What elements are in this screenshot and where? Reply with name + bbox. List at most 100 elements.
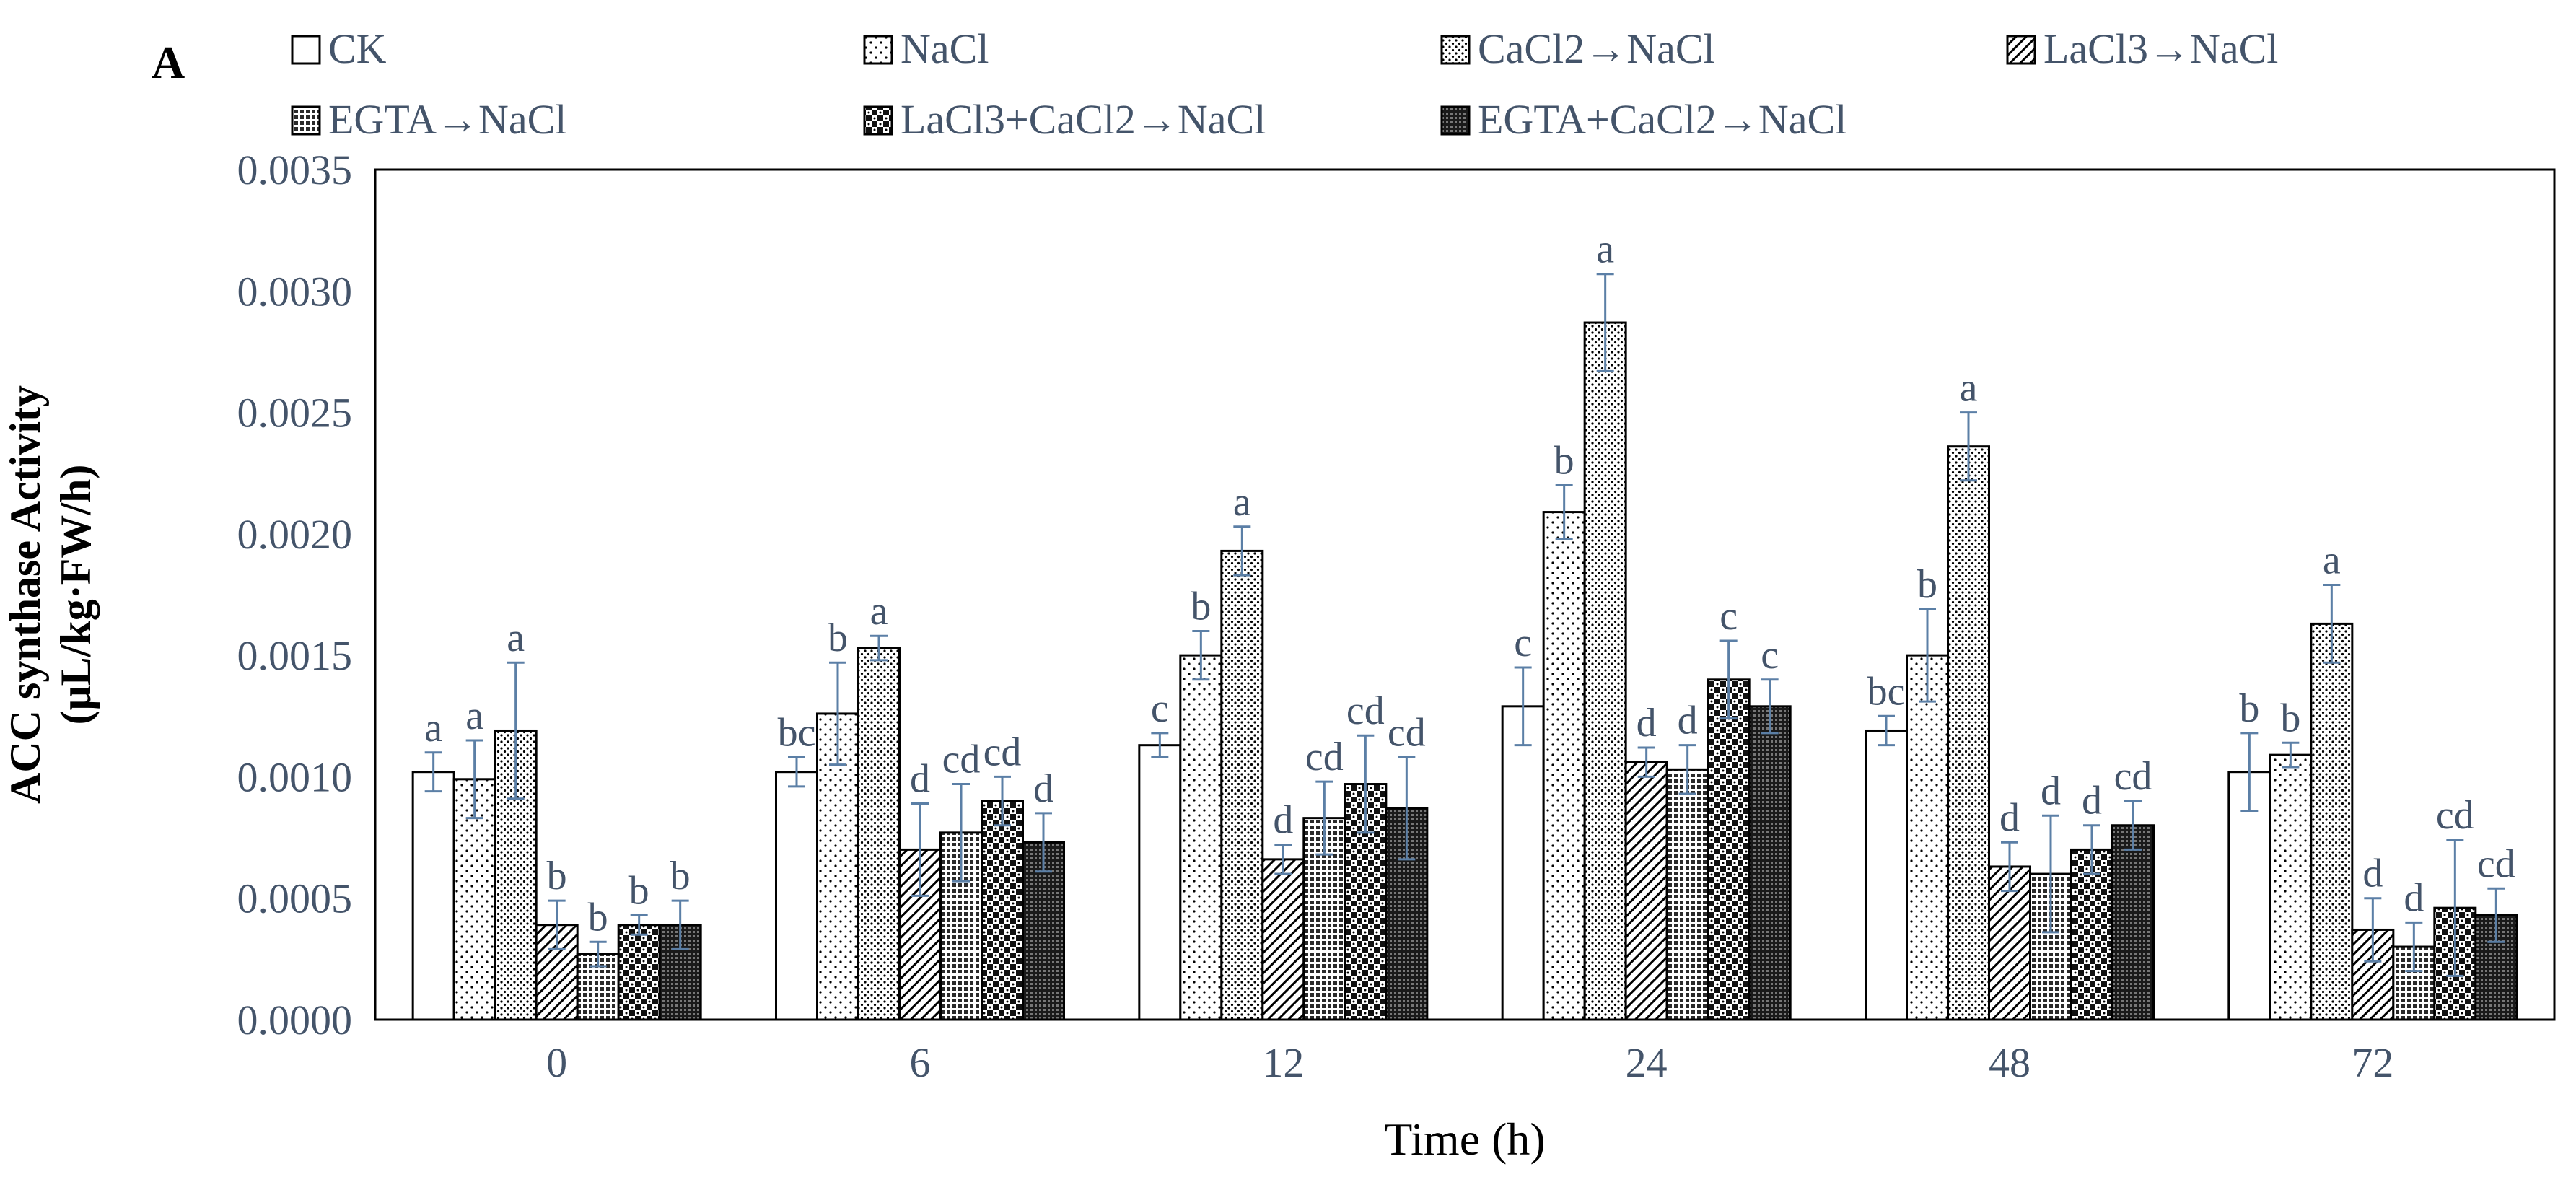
error-bar <box>1233 525 1251 577</box>
error-bar <box>1398 756 1416 861</box>
significance-label: cd <box>2436 793 2474 838</box>
y-tick-label: 0.0000 <box>237 997 353 1043</box>
error-bar <box>2446 839 2464 977</box>
legend-item: CK <box>291 25 387 72</box>
significance-label: a <box>424 706 442 750</box>
significance-label: b <box>588 895 608 940</box>
bar-1-t24 <box>1501 705 1545 1021</box>
y-axis-unit: (μL/kg·FW/h) <box>52 465 100 725</box>
bar-2-t0 <box>452 778 496 1021</box>
y-tick-label: 0.0030 <box>237 268 353 315</box>
error-bar <box>1555 484 1573 540</box>
bar-7-t48 <box>2111 824 2155 1021</box>
significance-label: cd <box>1388 711 1426 756</box>
error-bar <box>870 634 888 662</box>
x-tick-label: 24 <box>1626 1039 1668 1086</box>
significance-label: b <box>1191 584 1211 629</box>
error-bar <box>1878 714 1895 747</box>
significance-label: c <box>1514 621 1532 665</box>
legend-swatch <box>291 105 321 136</box>
legend-swatch <box>1440 105 1471 136</box>
y-axis-title: ACC synthase Activity <box>1 385 49 804</box>
error-bar <box>1514 666 1532 747</box>
significance-label: b <box>2239 686 2259 731</box>
panel-label: A <box>152 37 185 88</box>
significance-label: b <box>828 616 848 660</box>
bar-3-t72 <box>2310 622 2354 1021</box>
bar-1-t0 <box>411 771 455 1021</box>
legend-item: CaCl2→NaCl <box>1440 25 1715 72</box>
significance-label: d <box>1033 766 1053 811</box>
error-bar <box>1678 744 1696 795</box>
error-bar <box>2282 741 2300 769</box>
error-bar <box>952 783 970 883</box>
error-bar <box>1960 411 1977 482</box>
error-bar <box>911 802 929 897</box>
legend-label: CaCl2→NaCl <box>1478 25 1715 72</box>
error-bar <box>2405 921 2423 973</box>
error-bar <box>994 775 1011 827</box>
bar-1-t48 <box>1865 729 1908 1021</box>
x-tick-label: 12 <box>1262 1039 1304 1086</box>
legend-item: LaCl3+CaCl2→NaCl <box>863 96 1266 143</box>
error-bar <box>2487 887 2505 943</box>
significance-label: a <box>507 616 525 660</box>
significance-label: b <box>547 854 567 898</box>
legend-label: CK <box>328 25 387 72</box>
error-bar <box>465 739 483 820</box>
plot-frame <box>374 168 2556 1021</box>
error-bar <box>424 751 442 793</box>
significance-label: bc <box>778 711 816 756</box>
y-tick-label: 0.0020 <box>237 511 353 558</box>
error-bar <box>1274 844 1292 875</box>
plot-area: 0.0000 0.0005 0.0010 0.0015 0.0020 0.0025 0.00… <box>1 146 2556 1165</box>
bar-3-t48 <box>1947 445 1990 1021</box>
x-tick-label: 0 <box>546 1039 567 1086</box>
significance-label: b <box>670 854 691 898</box>
significance-label: cd <box>2477 841 2515 886</box>
x-tick-label: 48 <box>1989 1039 2030 1086</box>
legend: CK NaCl CaCl2→NaCl LaCl3→NaCl EGTA→NaCl LaCl3… <box>291 25 2278 143</box>
x-axis-title: Time (h) <box>1384 1113 1545 1165</box>
error-bar <box>2323 584 2341 664</box>
legend-swatch <box>291 35 321 65</box>
error-bar <box>1596 273 1614 372</box>
error-bar <box>1315 780 1333 856</box>
significance-label: bc <box>1867 669 1906 714</box>
significance-label: c <box>1151 686 1169 731</box>
legend-swatch <box>863 105 893 136</box>
error-bar <box>630 914 648 936</box>
significance-label: b <box>629 868 649 913</box>
bar-3-t12 <box>1220 549 1264 1021</box>
legend-swatch <box>2006 35 2036 65</box>
y-tick-label: 0.0015 <box>237 632 353 679</box>
y-tick-label: 0.0005 <box>237 875 353 922</box>
significance-label: d <box>1678 699 1698 743</box>
bar-4-t24 <box>1624 761 1668 1021</box>
y-tick-label: 0.0035 <box>237 146 353 193</box>
significance-label: d <box>1637 701 1657 745</box>
error-bar <box>589 940 607 968</box>
bar-4-t12 <box>1261 858 1305 1021</box>
legend-item: EGTA+CaCl2→NaCl <box>1440 96 1846 143</box>
significance-label: d <box>2082 779 2102 823</box>
legend-label: EGTA+CaCl2→NaCl <box>1478 96 1846 143</box>
error-bar <box>507 661 525 800</box>
error-bar <box>2001 841 2018 893</box>
legend-label: NaCl <box>901 25 989 72</box>
significance-label: b <box>2280 696 2300 740</box>
significance-label: a <box>1960 366 1978 411</box>
bar-2-t24 <box>1542 511 1586 1021</box>
significance-label: c <box>1719 594 1738 639</box>
significance-label: d <box>1999 795 2020 840</box>
error-bar <box>1151 732 1169 759</box>
significance-label: d <box>910 756 930 801</box>
significance-label: c <box>1761 633 1779 678</box>
bar-6-t0 <box>617 924 661 1021</box>
significance-label: a <box>1596 227 1614 272</box>
bar-2-t48 <box>1906 654 1949 1021</box>
bar-7-t24 <box>1748 705 1792 1021</box>
error-bar <box>1035 812 1052 873</box>
significance-label: cd <box>983 730 1022 774</box>
x-tick-label: 6 <box>910 1039 931 1086</box>
